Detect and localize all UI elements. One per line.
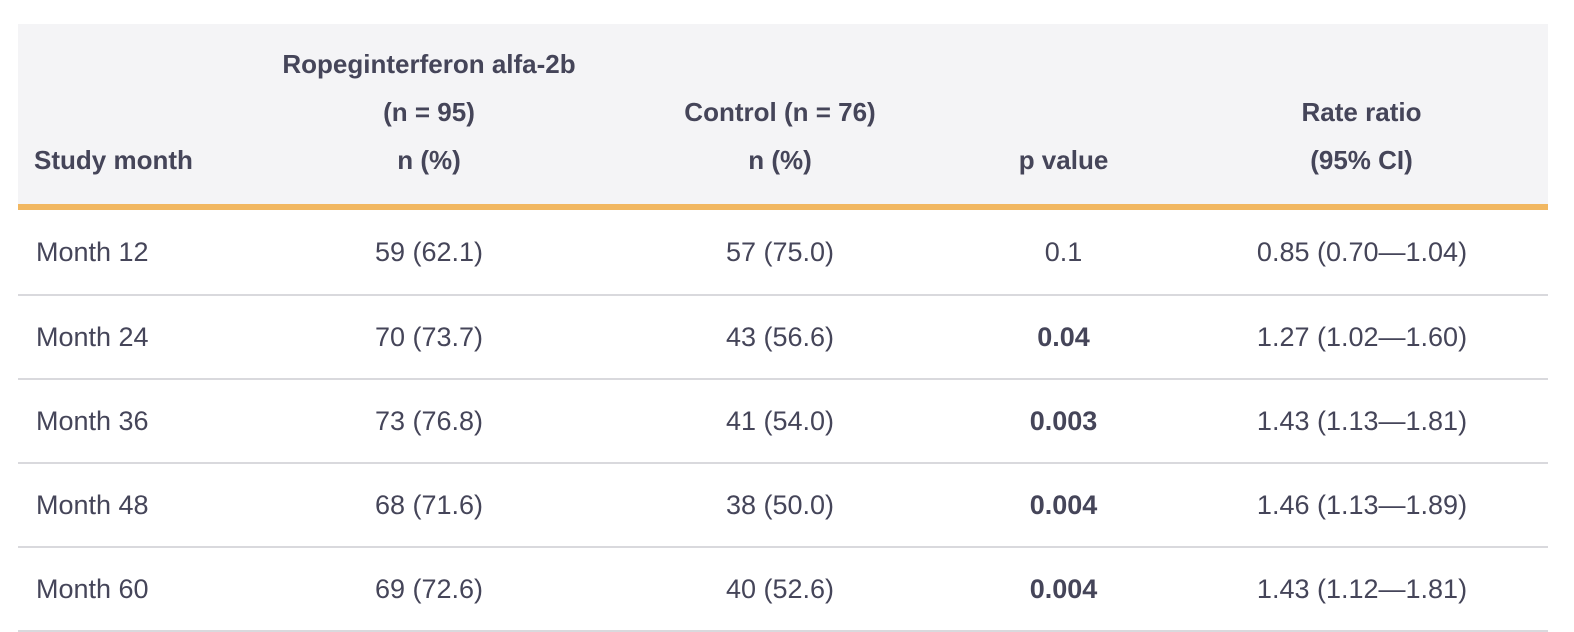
- results-table: Study month Ropeginterferon alfa-2b (n =…: [18, 24, 1548, 632]
- results-table-container: Study month Ropeginterferon alfa-2b (n =…: [18, 24, 1548, 632]
- cell-control: 41 (54.0): [607, 379, 952, 464]
- table-row: Month 60 69 (72.6) 40 (52.6) 0.004 1.43 …: [18, 547, 1548, 632]
- header-rate-ratio: Rate ratio (95% CI): [1175, 24, 1548, 210]
- cell-ropeginterferon: 59 (62.1): [249, 207, 608, 296]
- cell-p-value: 0.004: [951, 463, 1175, 548]
- header-ropeg-line2: (n = 95): [383, 97, 475, 127]
- header-control: Control (n = 76) n (%): [608, 24, 952, 210]
- cell-control: 40 (52.6): [607, 547, 952, 632]
- cell-p-value: 0.04: [951, 295, 1175, 380]
- cell-p-value: 0.003: [951, 379, 1175, 464]
- cell-study-month: Month 36: [18, 379, 250, 464]
- cell-study-month: Month 12: [18, 207, 250, 296]
- table-row: Month 12 59 (62.1) 57 (75.0) 0.1 0.85 (0…: [18, 207, 1548, 296]
- header-ropeg-line1: Ropeginterferon alfa-2b: [282, 49, 576, 79]
- header-rate-line2: (95% CI): [1310, 145, 1413, 175]
- cell-ropeginterferon: 68 (71.6): [249, 463, 608, 548]
- cell-rate-ratio: 1.43 (1.13—1.81): [1174, 379, 1548, 464]
- cell-rate-ratio: 1.46 (1.13—1.89): [1174, 463, 1548, 548]
- table-body: Month 12 59 (62.1) 57 (75.0) 0.1 0.85 (0…: [18, 207, 1548, 632]
- header-p-value: p value: [952, 24, 1175, 210]
- table-header: Study month Ropeginterferon alfa-2b (n =…: [18, 24, 1548, 210]
- table-row: Month 36 73 (76.8) 41 (54.0) 0.003 1.43 …: [18, 379, 1548, 464]
- cell-study-month: Month 48: [18, 463, 250, 548]
- cell-control: 57 (75.0): [607, 207, 952, 296]
- header-ropeginterferon: Ropeginterferon alfa-2b (n = 95) n (%): [250, 24, 608, 210]
- cell-study-month: Month 60: [18, 547, 250, 632]
- cell-ropeginterferon: 70 (73.7): [249, 295, 608, 380]
- cell-p-value: 0.1: [951, 207, 1175, 296]
- cell-ropeginterferon: 69 (72.6): [249, 547, 608, 632]
- header-study-month-label: Study month: [34, 145, 193, 175]
- cell-study-month: Month 24: [18, 295, 250, 380]
- header-rate-line1: Rate ratio: [1301, 97, 1422, 127]
- cell-rate-ratio: 1.27 (1.02—1.60): [1174, 295, 1548, 380]
- cell-control: 43 (56.6): [607, 295, 952, 380]
- cell-rate-ratio: 1.43 (1.12—1.81): [1174, 547, 1548, 632]
- cell-control: 38 (50.0): [607, 463, 952, 548]
- cell-p-value: 0.004: [951, 547, 1175, 632]
- table-row: Month 48 68 (71.6) 38 (50.0) 0.004 1.46 …: [18, 463, 1548, 548]
- cell-rate-ratio: 0.85 (0.70—1.04): [1174, 207, 1548, 296]
- header-control-line2: n (%): [748, 145, 812, 175]
- cell-ropeginterferon: 73 (76.8): [249, 379, 608, 464]
- table-row: Month 24 70 (73.7) 43 (56.6) 0.04 1.27 (…: [18, 295, 1548, 380]
- header-p-value-label: p value: [1018, 145, 1109, 175]
- header-control-line1: Control (n = 76): [684, 97, 876, 127]
- header-study-month: Study month: [18, 24, 250, 210]
- header-row: Study month Ropeginterferon alfa-2b (n =…: [18, 24, 1548, 210]
- header-ropeg-line3: n (%): [397, 145, 461, 175]
